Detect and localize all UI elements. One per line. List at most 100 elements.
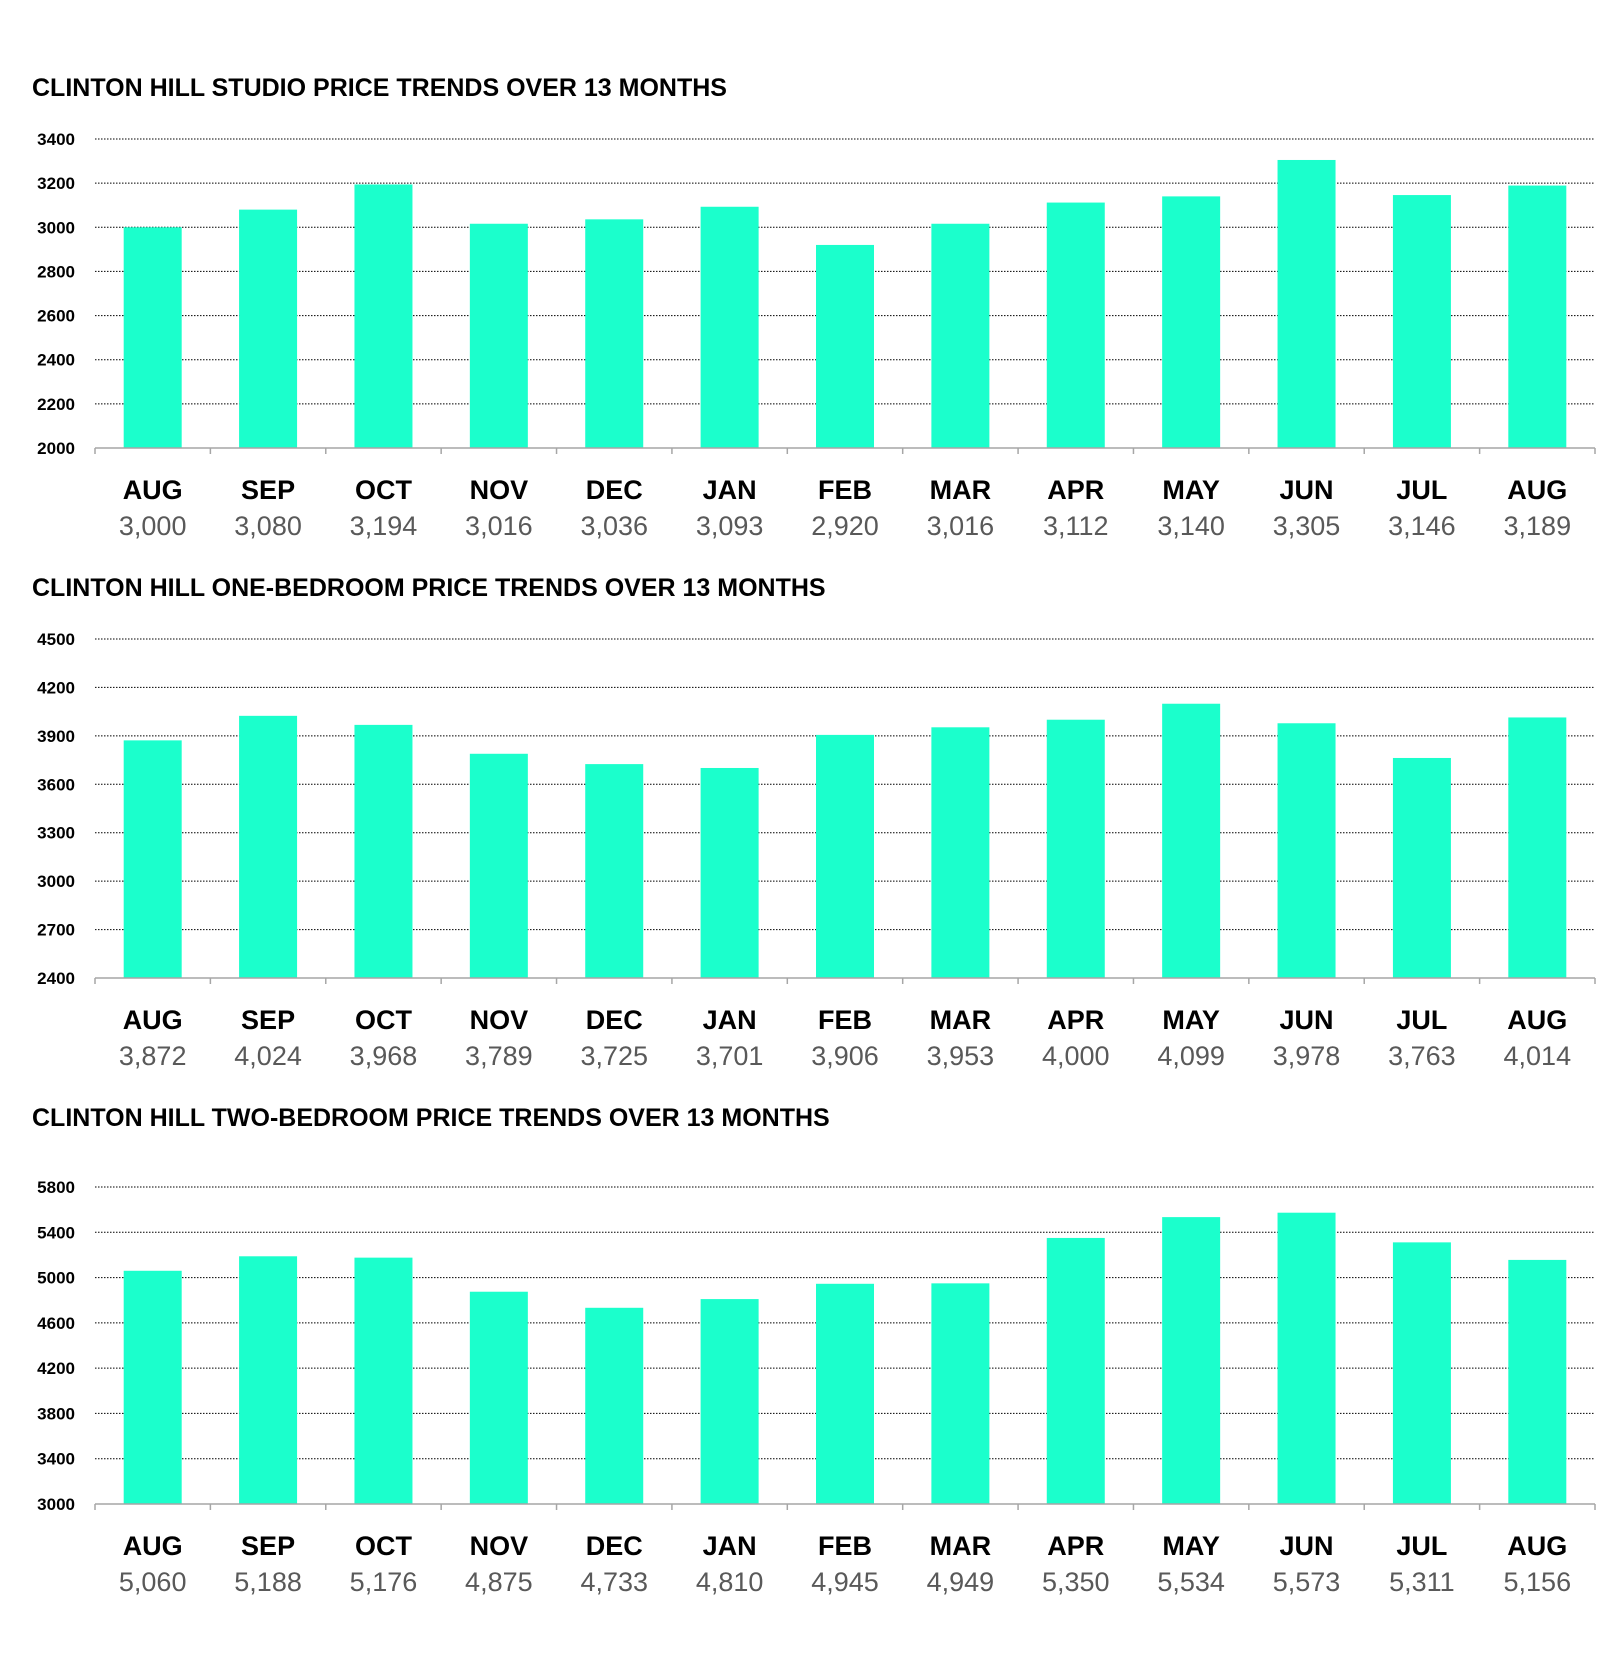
data-value-label: 3,112 bbox=[1043, 511, 1109, 541]
data-value-label: 3,080 bbox=[234, 511, 302, 541]
data-value-label: 4,024 bbox=[234, 1041, 302, 1071]
y-tick-label: 4200 bbox=[37, 1359, 75, 1378]
bar-dec bbox=[585, 219, 644, 448]
y-tick-label: 3400 bbox=[37, 130, 75, 149]
y-tick-label: 3300 bbox=[37, 824, 75, 843]
studio-chart: 3400 3200 3000 2800 2600 2400 2200 2000 AUG 3,000… bbox=[37, 130, 1596, 541]
data-value-label: 4,733 bbox=[580, 1567, 648, 1597]
bar-oct bbox=[354, 724, 413, 978]
x-category-label: MAR bbox=[930, 475, 992, 505]
bar-jul bbox=[1392, 757, 1451, 978]
bar-mar bbox=[931, 1283, 990, 1504]
bar-oct bbox=[354, 1257, 413, 1504]
bar-mar bbox=[931, 727, 990, 978]
x-category-label: AUG bbox=[123, 1531, 183, 1561]
y-tick-label: 2200 bbox=[37, 395, 75, 414]
bar-jul bbox=[1392, 195, 1451, 448]
x-category-label: JUL bbox=[1396, 1005, 1447, 1035]
data-value-label: 3,978 bbox=[1273, 1041, 1341, 1071]
x-category-label: NOV bbox=[470, 475, 529, 505]
y-tick-label: 2700 bbox=[37, 921, 75, 940]
bar-feb bbox=[816, 244, 874, 448]
one-bedroom-chart: 4500 4200 3900 3600 3300 3000 2700 2400 AUG 3,872… bbox=[37, 630, 1596, 1071]
y-tick-label: 4600 bbox=[37, 1314, 75, 1333]
x-category-label: JAN bbox=[703, 1531, 757, 1561]
y-tick-label: 5400 bbox=[37, 1223, 75, 1242]
x-category-label: APR bbox=[1047, 1531, 1104, 1561]
bar-sep bbox=[239, 715, 298, 978]
data-value-label: 4,949 bbox=[927, 1567, 995, 1597]
data-value-label: 5,156 bbox=[1504, 1567, 1572, 1597]
bar-aug bbox=[123, 1270, 182, 1504]
data-value-label: 3,036 bbox=[580, 511, 648, 541]
data-value-label: 3,725 bbox=[580, 1041, 648, 1071]
y-tick-label: 2400 bbox=[37, 969, 75, 988]
data-value-label: 3,789 bbox=[465, 1041, 533, 1071]
y-tick-label: 3000 bbox=[37, 1495, 75, 1514]
data-value-label: 5,350 bbox=[1042, 1567, 1110, 1597]
data-value-label: 3,140 bbox=[1157, 511, 1225, 541]
bar-apr bbox=[1046, 1237, 1105, 1504]
x-category-label: FEB bbox=[818, 1531, 872, 1561]
bar-apr bbox=[1046, 202, 1105, 448]
x-category-label: NOV bbox=[470, 1005, 529, 1035]
bar-nov bbox=[469, 1291, 528, 1504]
x-category-label: APR bbox=[1047, 1005, 1104, 1035]
x-category-label: OCT bbox=[355, 1531, 413, 1561]
y-tick-label: 2400 bbox=[37, 351, 75, 370]
y-tick-label: 2800 bbox=[37, 262, 75, 281]
data-value-label: 3,968 bbox=[350, 1041, 418, 1071]
x-category-label: MAY bbox=[1162, 1005, 1220, 1035]
bar-feb bbox=[816, 1283, 874, 1504]
data-value-label: 5,534 bbox=[1157, 1567, 1225, 1597]
y-tick-label: 3600 bbox=[37, 775, 75, 794]
bar-jan bbox=[700, 1299, 759, 1504]
bar-nov bbox=[469, 223, 528, 448]
bar-may bbox=[1162, 1217, 1221, 1504]
data-value-label: 3,194 bbox=[350, 511, 418, 541]
data-value-label: 3,146 bbox=[1388, 511, 1456, 541]
x-category-label: JUN bbox=[1280, 1531, 1334, 1561]
x-category-label: SEP bbox=[241, 1531, 295, 1561]
x-category-label: MAR bbox=[930, 1531, 992, 1561]
x-category-label: JUL bbox=[1396, 475, 1447, 505]
x-category-label: DEC bbox=[586, 1531, 643, 1561]
y-tick-label: 2000 bbox=[37, 439, 75, 458]
bar-mar bbox=[931, 223, 990, 448]
x-category-label: AUG bbox=[1507, 475, 1567, 505]
x-category-label: OCT bbox=[355, 475, 413, 505]
chart-title: CLINTON HILL TWO-BEDROOM PRICE TRENDS OV… bbox=[32, 1104, 830, 1132]
x-category-label: MAY bbox=[1162, 475, 1220, 505]
y-tick-label: 5000 bbox=[37, 1269, 75, 1288]
data-value-label: 3,305 bbox=[1273, 511, 1341, 541]
x-category-label: AUG bbox=[1507, 1005, 1567, 1035]
data-value-label: 4,000 bbox=[1042, 1041, 1110, 1071]
bar-aug bbox=[123, 740, 182, 978]
y-tick-label: 5800 bbox=[37, 1178, 75, 1197]
data-value-label: 2,920 bbox=[811, 511, 879, 541]
y-tick-label: 3400 bbox=[37, 1450, 75, 1469]
x-category-label: JAN bbox=[703, 1005, 757, 1035]
data-value-label: 5,176 bbox=[350, 1567, 418, 1597]
bar-jun bbox=[1277, 159, 1336, 448]
data-value-label: 5,311 bbox=[1389, 1567, 1455, 1597]
bar-aug bbox=[1508, 1259, 1567, 1504]
x-category-label: JAN bbox=[703, 475, 757, 505]
bar-nov bbox=[469, 753, 528, 978]
data-value-label: 4,014 bbox=[1504, 1041, 1572, 1071]
data-value-label: 3,000 bbox=[119, 511, 187, 541]
data-value-label: 4,945 bbox=[811, 1567, 879, 1597]
y-tick-label: 3900 bbox=[37, 727, 75, 746]
data-value-label: 3,016 bbox=[465, 511, 533, 541]
x-category-label: AUG bbox=[1507, 1531, 1567, 1561]
bar-may bbox=[1162, 196, 1221, 448]
x-category-label: DEC bbox=[586, 475, 643, 505]
x-category-label: JUN bbox=[1280, 1005, 1334, 1035]
chart-title: CLINTON HILL STUDIO PRICE TRENDS OVER 13… bbox=[32, 74, 727, 102]
data-value-label: 3,872 bbox=[119, 1041, 187, 1071]
bar-oct bbox=[354, 184, 413, 448]
x-category-label: FEB bbox=[818, 1005, 872, 1035]
data-value-label: 4,810 bbox=[696, 1567, 764, 1597]
y-tick-label: 4500 bbox=[37, 630, 75, 649]
bar-jun bbox=[1277, 723, 1336, 978]
